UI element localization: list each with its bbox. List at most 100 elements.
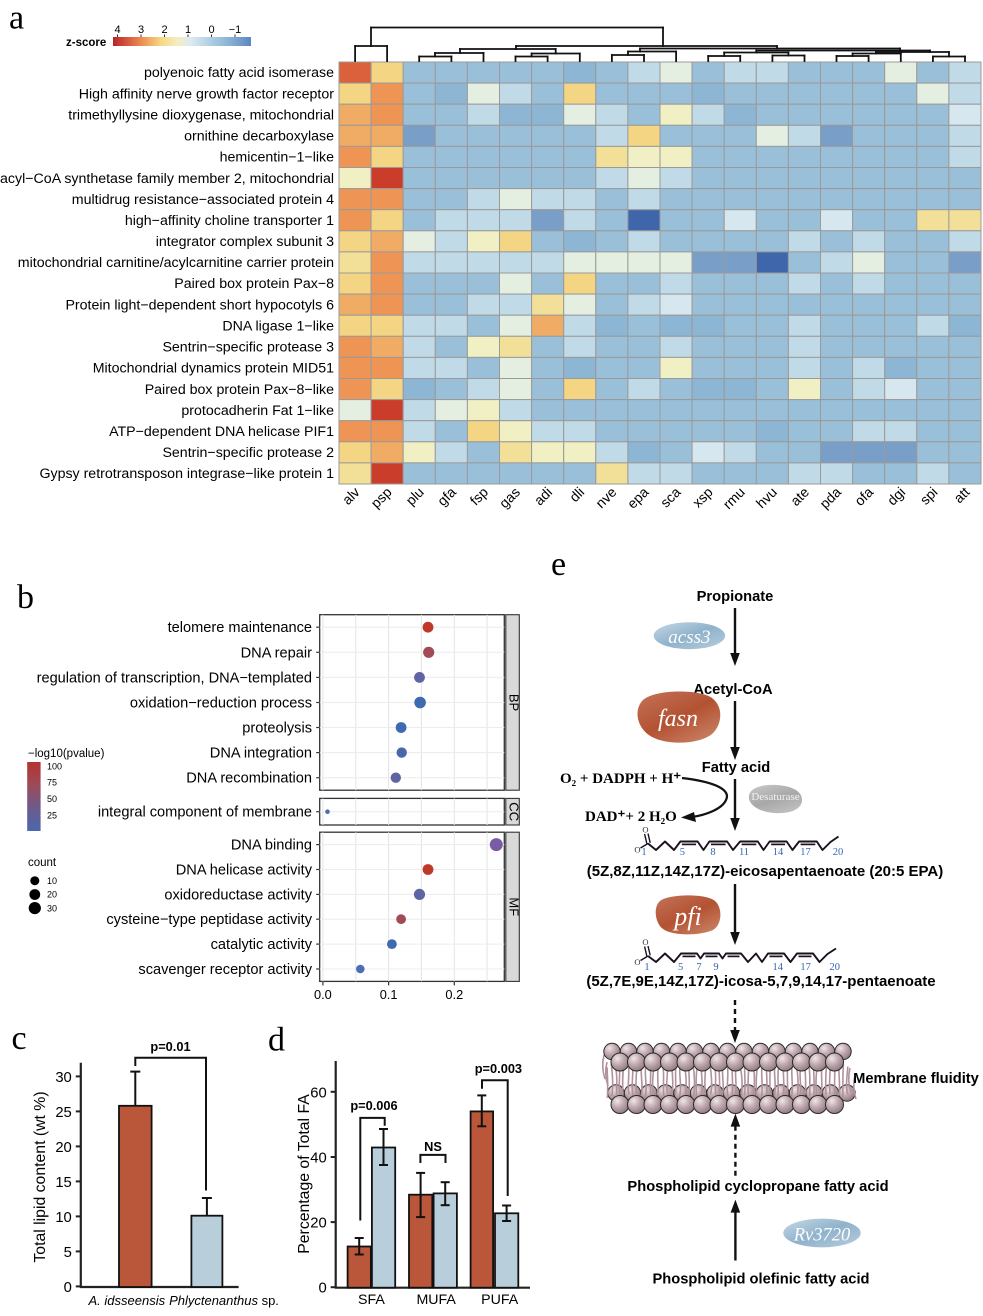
svg-text:0: 0	[318, 1281, 326, 1297]
svg-text:O: O	[642, 825, 648, 835]
svg-text:SFA: SFA	[358, 1292, 385, 1308]
svg-text:DAD⁺+ 2 H₂O: DAD⁺+ 2 H₂O	[585, 809, 677, 825]
svg-text:scavenger receptor activity: scavenger receptor activity	[138, 962, 312, 978]
svg-text:7: 7	[696, 962, 701, 973]
svg-text:Phlyctenanthus sp.: Phlyctenanthus sp.	[169, 1293, 279, 1308]
svg-text:catalytic activity: catalytic activity	[211, 937, 313, 953]
svg-text:acss3: acss3	[668, 627, 710, 648]
svg-text:Phospholipid olefinic fatty ac: Phospholipid olefinic fatty acid	[652, 1272, 869, 1288]
svg-text:Desaturase: Desaturase	[751, 791, 799, 803]
svg-text:DNA binding: DNA binding	[231, 838, 312, 854]
svg-text:5: 5	[680, 847, 685, 858]
svg-text:integrator complex subunit 3: integrator complex subunit 3	[156, 234, 334, 250]
svg-text:p=0.01: p=0.01	[150, 1039, 190, 1054]
svg-text:MF: MF	[506, 897, 521, 916]
svg-text:Protein light−dependent short: Protein light−dependent short hypocotyls…	[65, 297, 334, 313]
svg-text:protocadherin Fat 1−like: protocadherin Fat 1−like	[181, 403, 334, 419]
svg-text:25: 25	[47, 811, 57, 821]
svg-text:polyenoic fatty acid isomerase: polyenoic fatty acid isomerase	[144, 65, 334, 81]
svg-text:integral component of membrane: integral component of membrane	[98, 805, 312, 821]
svg-text:30: 30	[55, 1070, 71, 1086]
svg-text:Sentrin−specific protease 2: Sentrin−specific protease 2	[162, 445, 334, 461]
svg-text:cysteine−type peptidase activi: cysteine−type peptidase activity	[106, 912, 312, 928]
svg-text:3: 3	[138, 24, 144, 36]
svg-text:14: 14	[773, 847, 784, 858]
svg-text:Paired box protein Pax−8: Paired box protein Pax−8	[174, 276, 334, 292]
svg-text:BP: BP	[506, 694, 521, 711]
svg-text:MUFA: MUFA	[416, 1292, 456, 1308]
svg-text:proteolysis: proteolysis	[242, 721, 312, 737]
svg-text:count: count	[28, 857, 57, 869]
svg-text:a: a	[9, 0, 24, 37]
svg-text:Acetyl-CoA: Acetyl-CoA	[693, 682, 773, 698]
svg-text:0: 0	[64, 1280, 72, 1296]
svg-text:hemicentin−1−like: hemicentin−1−like	[220, 150, 334, 166]
svg-text:oxidation−reduction process: oxidation−reduction process	[130, 696, 312, 712]
svg-text:20: 20	[830, 962, 841, 973]
svg-text:PUFA: PUFA	[481, 1292, 519, 1308]
svg-text:10: 10	[47, 876, 57, 886]
svg-text:10: 10	[55, 1210, 71, 1226]
svg-text:15: 15	[55, 1175, 71, 1191]
svg-text:0.1: 0.1	[380, 987, 398, 1002]
svg-text:60: 60	[310, 1085, 326, 1101]
svg-text:17: 17	[800, 962, 811, 973]
svg-text:Phospholipid cyclopropane fatt: Phospholipid cyclopropane fatty acid	[627, 1179, 888, 1195]
svg-text:CC: CC	[506, 802, 521, 821]
svg-text:z-score: z-score	[66, 37, 106, 49]
svg-text:Paired box protein Pax−8−like: Paired box protein Pax−8−like	[145, 382, 334, 398]
svg-text:75: 75	[47, 778, 57, 788]
svg-text:(5Z,7E,9E,14Z,17Z)-icosa-5,7,9: (5Z,7E,9E,14Z,17Z)-icosa-5,7,9,14,17-pen…	[586, 973, 935, 990]
svg-text:9: 9	[713, 962, 718, 973]
svg-text:30: 30	[47, 903, 57, 913]
svg-text:50: 50	[47, 794, 57, 804]
svg-text:Mitochondrial dynamics protein: Mitochondrial dynamics protein MID51	[93, 361, 334, 377]
svg-text:Propionate: Propionate	[697, 589, 774, 605]
svg-text:d: d	[268, 1022, 285, 1059]
svg-text:20: 20	[47, 890, 57, 900]
svg-text:p=0.003: p=0.003	[475, 1061, 522, 1076]
svg-text:1: 1	[641, 847, 646, 858]
svg-text:trimethyllysine dioxygenase, m: trimethyllysine dioxygenase, mitochondri…	[68, 108, 334, 124]
svg-text:Gypsy retrotransposon integras: Gypsy retrotransposon integrase−like pro…	[39, 466, 334, 482]
svg-text:NS: NS	[424, 1139, 442, 1154]
svg-text:20: 20	[55, 1140, 71, 1156]
svg-text:Rv3720: Rv3720	[793, 1226, 851, 1246]
svg-text:5: 5	[678, 962, 683, 973]
svg-text:17: 17	[800, 847, 811, 858]
svg-text:A. idsseensis: A. idsseensis	[88, 1293, 166, 1308]
svg-text:8: 8	[710, 847, 715, 858]
svg-text:p=0.006: p=0.006	[350, 1098, 397, 1113]
svg-text:2: 2	[161, 24, 167, 36]
svg-text:−log10(pvalue): −log10(pvalue)	[28, 748, 105, 760]
svg-text:1: 1	[644, 962, 649, 973]
svg-text:5: 5	[64, 1245, 72, 1261]
svg-text:11: 11	[739, 847, 749, 858]
svg-text:high−affinity choline transpor: high−affinity choline transporter 1	[125, 213, 334, 229]
svg-text:e: e	[551, 546, 566, 583]
svg-text:20: 20	[310, 1216, 326, 1232]
svg-text:regulation of transcription, D: regulation of transcription, DNA−templat…	[37, 670, 312, 686]
svg-text:acyl−CoA synthetase family mem: acyl−CoA synthetase family member 2, mit…	[0, 171, 334, 187]
svg-text:ornithine decarboxylase: ornithine decarboxylase	[184, 129, 334, 145]
svg-text:ATP−dependent DNA helicase PIF: ATP−dependent DNA helicase PIF1	[109, 424, 334, 440]
svg-text:High affinity nerve growth fac: High affinity nerve growth factor recept…	[79, 86, 335, 102]
svg-text:pfi: pfi	[672, 902, 701, 931]
svg-text:Total lipid content (wt %): Total lipid content (wt %)	[32, 1091, 49, 1262]
svg-text:c: c	[12, 1020, 27, 1057]
svg-text:O: O	[642, 937, 648, 947]
svg-text:0.0: 0.0	[314, 987, 332, 1002]
svg-text:4: 4	[114, 24, 120, 36]
svg-text:multidrug resistance−associate: multidrug resistance−associated protein …	[72, 192, 334, 208]
svg-text:20: 20	[833, 847, 844, 858]
svg-text:telomere maintenance: telomere maintenance	[168, 620, 312, 636]
svg-text:oxidoreductase activity: oxidoreductase activity	[164, 887, 312, 903]
svg-text:b: b	[17, 579, 34, 616]
svg-text:Membrane fluidity: Membrane fluidity	[853, 1071, 980, 1087]
svg-text:25: 25	[55, 1105, 71, 1121]
svg-text:O₂ + DADPH + H⁺: O₂ + DADPH + H⁺	[560, 771, 681, 787]
svg-text:DNA ligase 1−like: DNA ligase 1−like	[222, 318, 334, 334]
svg-text:mitochondrial carnitine/acylca: mitochondrial carnitine/acylcarnitine ca…	[18, 255, 334, 271]
svg-text:14: 14	[773, 962, 784, 973]
svg-text:0.2: 0.2	[445, 987, 463, 1002]
